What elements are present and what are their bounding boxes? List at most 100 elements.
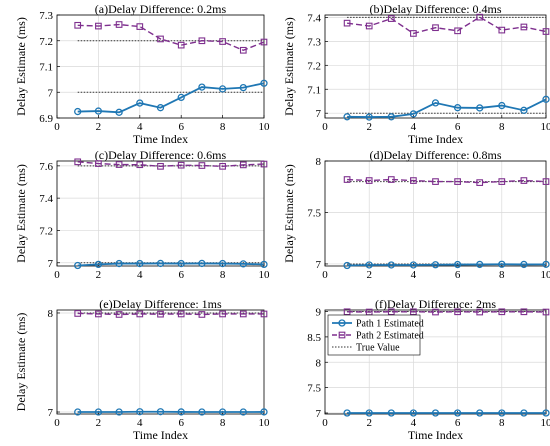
y-tick-label: 7 bbox=[316, 408, 322, 420]
path2-point bbox=[365, 22, 373, 30]
path1-point bbox=[156, 259, 165, 268]
y-tick-label: 7.1 bbox=[307, 84, 321, 96]
path1-point bbox=[239, 408, 247, 416]
x-tick-label: 10 bbox=[259, 269, 271, 281]
path2-line bbox=[77, 161, 265, 168]
path1-point bbox=[218, 408, 227, 416]
path1-point bbox=[115, 408, 123, 416]
path2-point bbox=[74, 310, 82, 317]
legend-entry: True Value bbox=[356, 343, 400, 354]
path1-point bbox=[476, 409, 484, 417]
path1-point bbox=[431, 99, 440, 107]
x-tick-label: 6 bbox=[178, 121, 184, 133]
path2-point bbox=[239, 310, 247, 318]
path1-point bbox=[409, 110, 418, 118]
path2-point bbox=[432, 24, 439, 32]
x-tick-label: 10 bbox=[541, 121, 550, 133]
path1-line bbox=[347, 98, 547, 118]
path2-point bbox=[432, 308, 439, 316]
x-tick-label: 4 bbox=[137, 417, 143, 429]
path1-point bbox=[115, 108, 123, 116]
path1-point bbox=[343, 261, 351, 270]
x-tick-label: 4 bbox=[137, 269, 143, 281]
axes-box bbox=[56, 309, 265, 415]
path2-point bbox=[498, 26, 506, 34]
x-tick-label: 6 bbox=[455, 269, 461, 281]
x-tick-label: 0 bbox=[54, 269, 60, 281]
path1-point bbox=[343, 113, 351, 121]
x-tick-label: 2 bbox=[96, 121, 102, 133]
path2-point bbox=[387, 15, 395, 22]
y-tick-label: 7 bbox=[48, 407, 54, 419]
x-tick-label: 4 bbox=[137, 121, 143, 133]
panel-title: (c)Delay Difference: 0.6ms bbox=[95, 148, 227, 162]
y-tick-label: 8 bbox=[316, 357, 322, 369]
path1-point bbox=[74, 408, 82, 416]
path1-point bbox=[343, 409, 351, 417]
path2-point bbox=[520, 23, 528, 31]
path2-point bbox=[198, 162, 206, 169]
y-tick-label: 6.9 bbox=[39, 113, 53, 125]
axes-box bbox=[324, 160, 547, 267]
path1-line bbox=[77, 262, 265, 267]
path1-point bbox=[94, 107, 103, 115]
path1-point bbox=[156, 408, 165, 416]
path2-point bbox=[343, 19, 351, 27]
path2-point bbox=[198, 37, 206, 45]
path2-point bbox=[219, 310, 226, 318]
x-tick-label: 2 bbox=[96, 417, 102, 429]
y-tick-label: 7.2 bbox=[39, 225, 53, 237]
y-axis-label: Delay Estimate (ms) bbox=[282, 164, 296, 263]
x-tick-label: 4 bbox=[411, 121, 417, 133]
x-axis-label: Time Index bbox=[133, 428, 188, 442]
path2-line bbox=[347, 178, 547, 184]
path1-point bbox=[453, 104, 462, 112]
path1-line bbox=[77, 82, 265, 114]
path2-point bbox=[74, 158, 82, 166]
path2-point bbox=[410, 30, 417, 37]
x-tick-label: 10 bbox=[541, 269, 550, 281]
path2-point bbox=[136, 23, 144, 30]
panel-title: (e)Delay Difference: 1ms bbox=[99, 297, 222, 311]
path2-point bbox=[410, 177, 417, 184]
path2-point bbox=[343, 308, 351, 316]
y-tick-label: 7 bbox=[316, 259, 322, 271]
y-tick-label: 7.3 bbox=[307, 36, 321, 48]
x-tick-label: 4 bbox=[411, 269, 417, 281]
path1-point bbox=[387, 113, 395, 121]
x-tick-label: 0 bbox=[54, 121, 60, 133]
axes-box bbox=[56, 160, 265, 267]
path1-point bbox=[520, 409, 528, 417]
path2-line bbox=[77, 312, 264, 316]
path1-point bbox=[453, 409, 462, 417]
x-tick-label: 2 bbox=[96, 269, 102, 281]
panel-b: 0 2 4 6 8 10 7 7.1 7.2 7.3 7.4 (b)Delay Difference:… bbox=[282, 2, 550, 146]
x-tick-label: 6 bbox=[455, 121, 461, 133]
x-tick-label: 0 bbox=[322, 269, 328, 281]
path2-point bbox=[136, 161, 144, 169]
path1-point bbox=[218, 259, 227, 268]
path1-point bbox=[239, 260, 247, 268]
path1-point bbox=[74, 107, 82, 116]
path2-point bbox=[95, 310, 102, 318]
path2-point bbox=[177, 161, 185, 169]
y-tick-label: 7.1 bbox=[39, 62, 53, 74]
path1-point bbox=[198, 408, 206, 416]
x-tick-label: 2 bbox=[366, 121, 372, 133]
path2-point bbox=[157, 35, 164, 43]
panel-title: (d)Delay Difference: 0.8ms bbox=[369, 148, 501, 162]
panel-title: (f)Delay Difference: 2ms bbox=[375, 297, 496, 311]
path2-point bbox=[454, 178, 461, 185]
y-tick-label: 7.4 bbox=[307, 12, 321, 24]
path1-point bbox=[498, 409, 506, 417]
path1-point bbox=[453, 260, 462, 269]
path1-point bbox=[136, 259, 144, 268]
path1-point bbox=[476, 104, 484, 112]
path2-point bbox=[260, 160, 268, 168]
path1-point bbox=[476, 260, 484, 269]
y-tick-label: 7.5 bbox=[307, 207, 321, 219]
path2-point bbox=[476, 179, 484, 186]
path1-point bbox=[74, 261, 82, 270]
path1-point bbox=[365, 261, 373, 269]
